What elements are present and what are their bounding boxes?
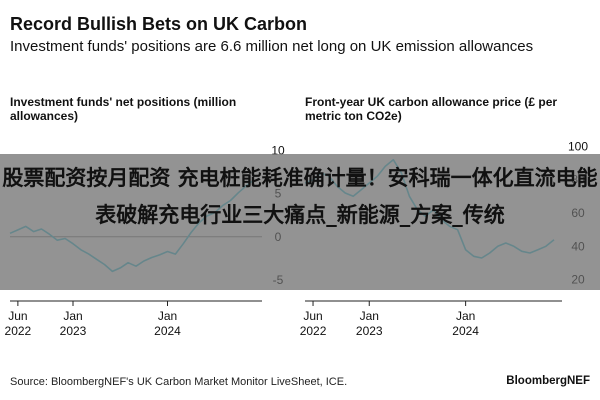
y-tick-label: 100: [568, 139, 588, 153]
x-tick-label: Jun 2022: [300, 309, 327, 338]
carbon-price-title: Front-year UK carbon allowance price (£ …: [305, 95, 558, 123]
net-positions-title: Investment funds' net positions (million…: [10, 95, 237, 123]
x-tick-label: Jan 2023: [60, 309, 87, 338]
overlay-banner-text: 股票配资按月配资 充电桩能耗准确计量！安科瑞一体化直流电能表破解充电行业三大痛点…: [2, 166, 598, 227]
brand-logo: BloombergNEF: [506, 375, 590, 387]
x-tick-label: Jan 2024: [452, 309, 479, 338]
source-note: Source: BloombergNEF's UK Carbon Market …: [10, 376, 348, 388]
x-tick-label: Jun 2022: [5, 309, 32, 338]
y-tick-label: 10: [271, 143, 285, 157]
chart-title: Record Bullish Bets on UK Carbon: [10, 14, 308, 34]
chart-subtitle: Investment funds' positions are 6.6 mill…: [10, 38, 534, 55]
x-tick-label: Jan 2023: [356, 309, 383, 338]
x-tick-label: Jan 2024: [154, 309, 181, 338]
overlay-banner: [0, 154, 600, 290]
